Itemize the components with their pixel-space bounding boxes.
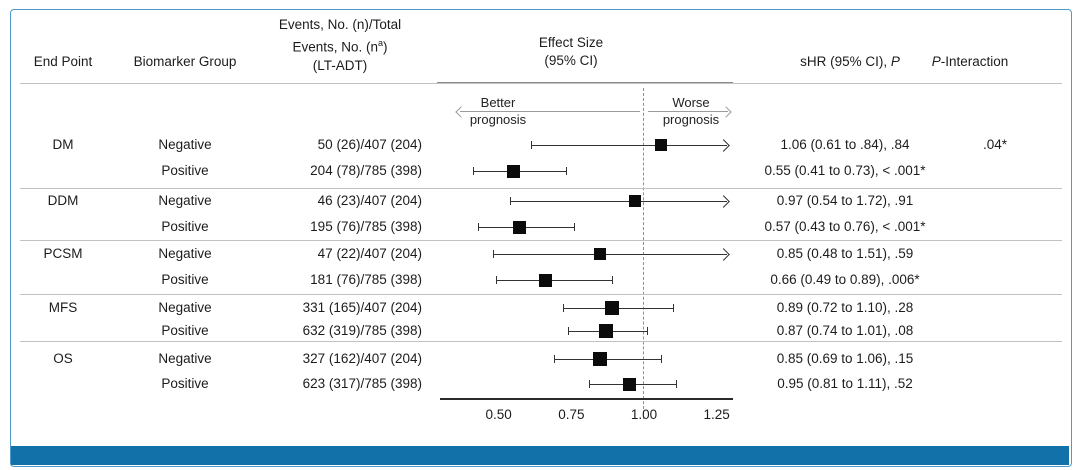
ci-cap-left	[568, 327, 570, 335]
ci-line	[492, 254, 727, 255]
shr-value: 0.85 (0.48 to 1.51), .59	[776, 246, 914, 261]
column-header-endpoint: End Point	[33, 54, 93, 69]
column-header-effect-size: Effect Size (95% CI)	[538, 35, 604, 68]
estimate-marker	[594, 248, 607, 260]
events-value: 327 (162)/407 (204)	[302, 351, 422, 366]
figure-border	[10, 9, 1072, 467]
ci-line	[495, 280, 613, 281]
header-rule	[20, 83, 1062, 84]
biomarker-group-label: Positive	[161, 163, 209, 178]
group-separator	[20, 188, 1062, 189]
biomarker-group-label: Negative	[158, 137, 212, 152]
ci-cap-left	[530, 141, 532, 149]
x-axis-tick-label: 1.00	[630, 407, 658, 422]
x-axis-tick-label: 0.75	[558, 407, 585, 422]
ci-line	[553, 359, 662, 360]
x-axis-tick-label: 1.25	[703, 407, 730, 422]
events-value: 181 (76)/785 (398)	[310, 272, 422, 287]
group-separator	[20, 240, 1062, 241]
events-header-line1: Events, No. (n)/Total	[278, 17, 402, 32]
reference-line-1	[643, 88, 644, 419]
p-interaction-value: .04*	[982, 137, 1008, 152]
bottom-accent-bar	[11, 446, 1069, 465]
biomarker-group-label: Positive	[161, 219, 209, 234]
endpoint-label: PCSM	[43, 246, 83, 261]
worse-prognosis-arrow	[648, 111, 728, 112]
estimate-marker	[593, 352, 608, 366]
effect-size-header-rule	[437, 82, 733, 83]
endpoint-label: OS	[53, 351, 73, 366]
shr-value: 0.57 (0.43 to 0.76), < .001*	[764, 219, 926, 234]
ci-line	[530, 145, 727, 146]
estimate-marker	[629, 195, 642, 207]
ci-cap-left	[510, 197, 512, 205]
ci-cap-left	[495, 276, 497, 284]
events-value: 204 (78)/785 (398)	[310, 163, 422, 178]
ci-cap-right	[646, 327, 648, 335]
ci-cap-left	[562, 304, 564, 312]
events-value: 331 (165)/407 (204)	[302, 300, 422, 315]
better-prognosis-arrow	[460, 111, 640, 112]
column-header-p-interaction: P-Interaction	[931, 54, 1009, 69]
events-value: 195 (76)/785 (398)	[310, 219, 422, 234]
ci-cap-right	[661, 355, 663, 363]
biomarker-group-label: Positive	[161, 272, 209, 287]
estimate-marker	[512, 220, 526, 234]
ci-cap-left	[588, 380, 590, 388]
ci-line	[478, 227, 575, 228]
shr-value: 0.95 (0.81 to 1.11), .52	[777, 376, 913, 391]
estimate-marker	[655, 139, 668, 151]
ci-cap-left	[492, 250, 494, 258]
group-separator	[20, 294, 1062, 295]
events-value: 623 (317)/785 (398)	[302, 376, 422, 391]
group-separator	[20, 341, 1062, 342]
worse-prognosis-label: Worse prognosis	[662, 95, 720, 127]
ci-cap-left	[553, 355, 555, 363]
events-header-line2: Events, No. (na)	[292, 38, 388, 55]
biomarker-group-label: Positive	[161, 323, 209, 338]
column-header-events: Events, No. (n)/Total Events, No. (na) (…	[255, 16, 425, 75]
shr-value: 0.66 (0.49 to 0.89), .006*	[770, 272, 920, 287]
endpoint-label: DM	[52, 137, 74, 152]
estimate-marker	[506, 164, 520, 178]
events-value: 632 (319)/785 (398)	[302, 323, 422, 338]
ci-cap-right	[612, 276, 614, 284]
endpoint-label: MFS	[48, 300, 78, 315]
better-prognosis-label: Better prognosis	[469, 95, 527, 127]
estimate-marker	[599, 324, 614, 338]
ci-cap-left	[478, 223, 480, 231]
events-value: 50 (26)/407 (204)	[317, 137, 422, 152]
biomarker-group-label: Positive	[161, 376, 209, 391]
biomarker-group-label: Negative	[158, 246, 212, 261]
shr-value: 0.87 (0.74 to 1.01), .08	[776, 323, 914, 338]
ci-cap-left	[472, 167, 474, 175]
column-header-shr: sHR (95% CI), P	[800, 54, 900, 69]
shr-value: 0.85 (0.69 to 1.06), .15	[776, 351, 914, 366]
estimate-marker	[605, 301, 620, 315]
shr-value: 1.06 (0.61 to .84), .84	[780, 137, 910, 152]
ci-cap-right	[565, 167, 567, 175]
shr-value: 0.97 (0.54 to 1.72), .91	[776, 193, 914, 208]
shr-value: 0.55 (0.41 to 0.73), < .001*	[764, 163, 926, 178]
x-axis-tick-label: 0.50	[485, 407, 512, 422]
ci-cap-right	[673, 304, 675, 312]
ci-cap-right	[574, 223, 576, 231]
shr-value: 0.89 (0.72 to 1.10), .28	[776, 300, 914, 315]
estimate-marker	[622, 377, 636, 391]
ci-line	[510, 201, 727, 202]
biomarker-group-label: Negative	[158, 300, 212, 315]
biomarker-group-label: Negative	[158, 193, 212, 208]
events-value: 47 (22)/407 (204)	[317, 246, 422, 261]
estimate-marker	[538, 273, 552, 287]
biomarker-group-label: Negative	[158, 351, 212, 366]
x-axis-line	[440, 398, 733, 400]
events-value: 46 (23)/407 (204)	[317, 193, 422, 208]
column-header-biomarker-group: Biomarker Group	[133, 54, 237, 69]
endpoint-label: DDM	[47, 193, 79, 208]
ci-cap-right	[675, 380, 677, 388]
events-header-line3: (LT-ADT)	[312, 57, 368, 73]
